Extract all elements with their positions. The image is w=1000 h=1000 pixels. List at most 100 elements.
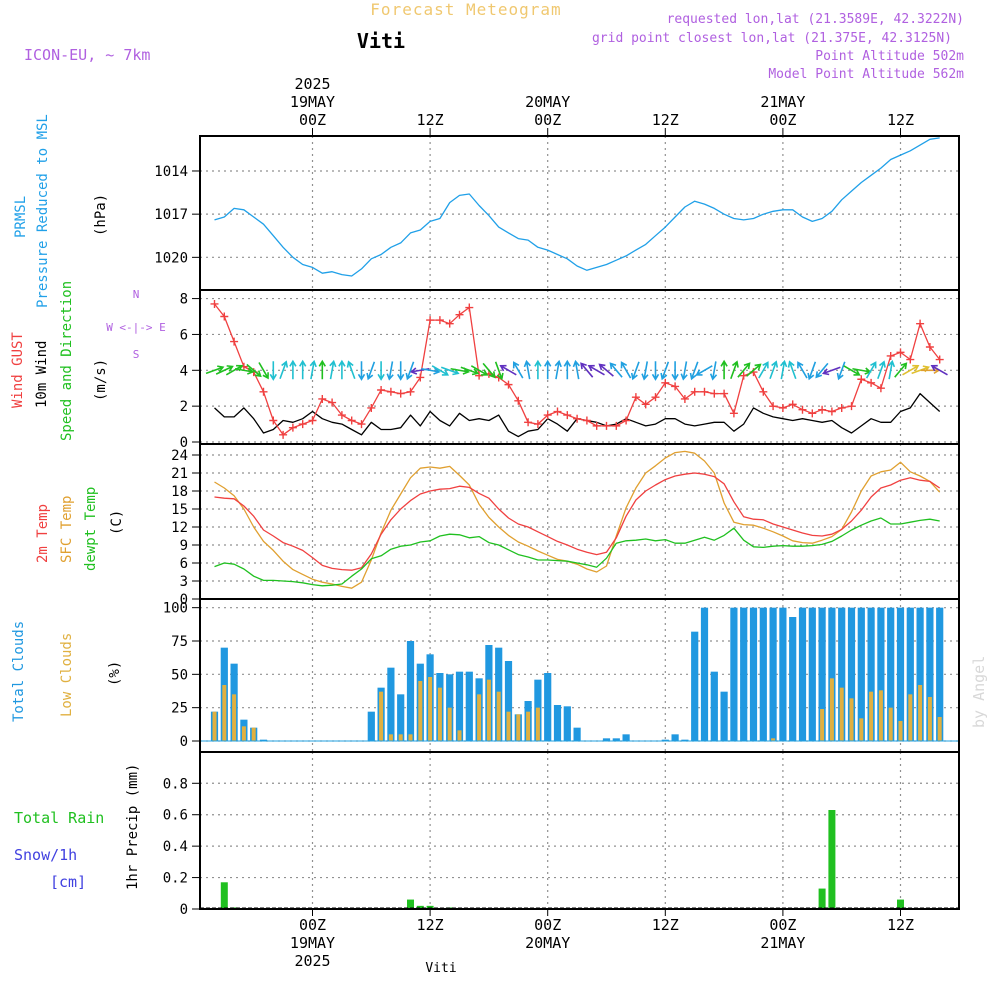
gust-marker (524, 418, 533, 427)
gust-marker (455, 310, 464, 319)
gust-marker (328, 398, 337, 407)
wind-arrow (651, 361, 660, 381)
gust-marker (867, 378, 876, 387)
rain-bar (897, 899, 904, 909)
wind-arrow (630, 361, 640, 381)
low-cloud-bar (232, 694, 237, 741)
gust-marker (876, 384, 885, 393)
gridpoint-coords: grid point closest lon,lat (21.375E, 42.… (592, 31, 952, 46)
wind-arrow (695, 365, 713, 376)
gust-marker (729, 409, 738, 418)
gust-marker (631, 393, 640, 402)
gust-marker (847, 402, 856, 411)
gust-marker (896, 348, 905, 357)
y-tick-label: 8 (180, 292, 188, 308)
gust-marker (298, 420, 307, 429)
gust-marker (435, 316, 444, 325)
location-title: Viti (357, 29, 405, 53)
total-cloud-bar (720, 691, 728, 741)
wind-arrow (843, 365, 861, 376)
wind-arrow (279, 360, 289, 380)
gust-marker (230, 337, 239, 346)
temp-label-2m: 2m Temp (35, 504, 51, 563)
compass-we: W <-|-> E (106, 321, 166, 334)
wind-arrow (720, 359, 728, 380)
wind-arrow (930, 364, 948, 376)
wind-arrow (671, 361, 679, 381)
wind-arrow (821, 366, 841, 376)
gust-marker (788, 400, 797, 409)
total-cloud-bar (789, 617, 797, 741)
total-cloud-bar (612, 738, 620, 741)
wind-arrow (460, 366, 480, 376)
rain-label: Total Rain (14, 809, 104, 827)
bottom-time-label: 21MAY (760, 934, 805, 952)
total-cloud-bar (828, 607, 836, 741)
top-time-label: 19MAY (290, 93, 335, 111)
total-cloud-bar (700, 607, 709, 741)
bottom-time-label: 00Z (534, 916, 561, 934)
gust-marker (279, 430, 288, 439)
low-cloud-bar (869, 691, 874, 741)
gust-marker (612, 421, 621, 430)
wind-arrow (269, 361, 277, 381)
total-cloud-bar (387, 667, 395, 741)
gust-marker (582, 416, 591, 425)
gust-marker (514, 396, 523, 405)
wind-arrow (544, 359, 552, 380)
low-cloud-bar (829, 678, 834, 741)
gust-marker (680, 394, 689, 403)
total-cloud-bar (916, 607, 924, 741)
temp-unit: (C) (109, 510, 125, 535)
gust-marker (808, 409, 817, 418)
wind-arrow (572, 359, 580, 380)
low-cloud-bar (388, 734, 393, 741)
total-cloud-bar (259, 739, 268, 741)
gust-marker (465, 303, 474, 312)
bottom-time-label: 12Z (887, 916, 914, 934)
total-cloud-bar (759, 607, 767, 741)
y-tick-label: 75 (171, 634, 188, 650)
gust-marker (337, 411, 346, 420)
wind-arrow (758, 361, 769, 379)
y-tick-label: 0 (180, 902, 188, 918)
total-cloud-bar (465, 671, 473, 741)
top-time-label: 12Z (417, 111, 444, 129)
snow-unit: [cm] (50, 873, 86, 891)
y-tick-label: 1014 (154, 164, 188, 180)
temp-label-dewpt: dewpt Temp (83, 487, 99, 571)
wind-arrow (512, 361, 524, 379)
gust-marker (445, 319, 454, 328)
top-time-label: 00Z (299, 111, 326, 129)
total-cloud-bar (681, 739, 689, 741)
pressure-label-msl: Pressure Reduced to MSL (35, 114, 51, 308)
gust-marker (710, 389, 719, 398)
gust-marker (533, 420, 542, 429)
data-layer (200, 137, 959, 909)
total-cloud-bar (769, 607, 777, 741)
cloud-unit: (%) (107, 661, 123, 686)
total-cloud-bar (896, 607, 905, 741)
y-tick-label: 3 (180, 574, 188, 590)
dewpt-line (214, 517, 940, 587)
axis-labels: 1014101710200246803691215182124025507510… (154, 75, 914, 970)
low-cloud-bar (918, 685, 923, 741)
y-tick-label: 0 (180, 435, 188, 451)
wind-arrow (887, 359, 896, 380)
low-cloud-bar (408, 734, 413, 741)
wind-arrow (431, 365, 450, 376)
wind-arrow (258, 362, 269, 380)
low-cloud-bar (496, 691, 501, 741)
y-tick-label: 15 (171, 502, 188, 518)
top-time-label: 12Z (887, 111, 914, 129)
wind-arrow (494, 361, 504, 381)
wind-arrow (499, 364, 517, 376)
wind-label-10m: 10m Wind (34, 341, 50, 408)
y-tick-label: 4 (180, 363, 188, 379)
wind-arrow (660, 361, 670, 381)
low-cloud-bar (477, 694, 482, 741)
total-cloud-bar (553, 705, 562, 741)
precip-unit: 1hr Precip (mm) (125, 764, 141, 890)
gust-marker (651, 393, 660, 402)
wind-arrow (737, 362, 751, 378)
